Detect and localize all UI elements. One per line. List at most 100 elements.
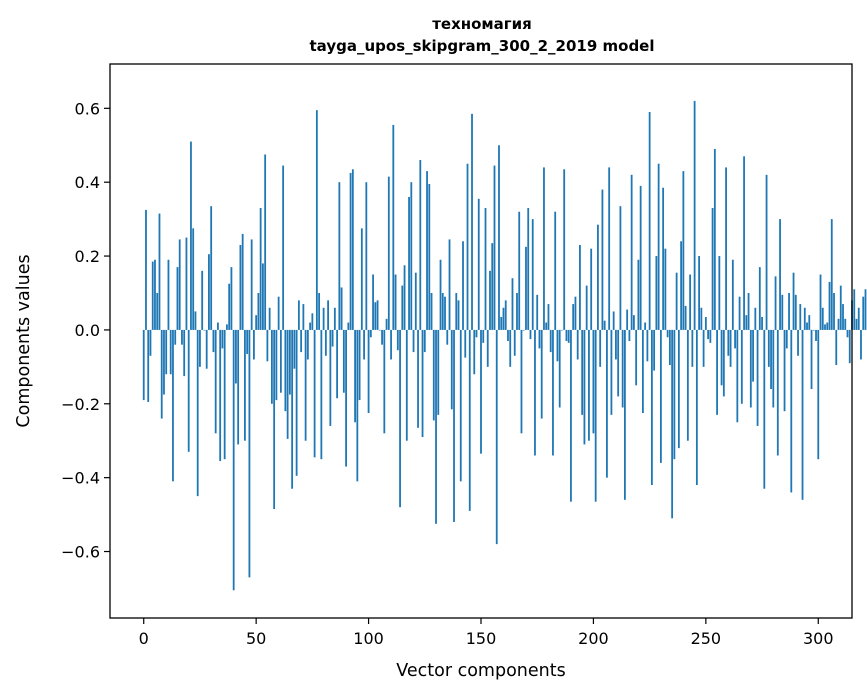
bar-269	[747, 292, 750, 330]
bar-275	[761, 316, 763, 330]
bar-119	[410, 182, 413, 330]
bar-98	[363, 329, 365, 360]
bar-280	[772, 329, 775, 408]
bar-144	[466, 163, 469, 330]
bar-171	[527, 208, 530, 330]
bar-320	[862, 296, 865, 330]
bar-3	[149, 329, 152, 356]
bar-180	[547, 304, 550, 330]
bar-296	[808, 315, 811, 330]
bar-68	[295, 329, 298, 476]
bar-257	[720, 329, 723, 386]
bar-176	[538, 329, 541, 349]
bar-17	[181, 329, 183, 345]
bar-131	[437, 329, 440, 415]
bar-14	[174, 329, 177, 345]
bar-76	[313, 329, 316, 458]
bar-115	[401, 285, 404, 330]
bar-185	[558, 329, 561, 408]
bar-77	[315, 110, 318, 330]
bar-297	[810, 329, 813, 390]
bar-22	[192, 228, 195, 330]
bar-64	[286, 329, 289, 439]
bar-184	[556, 329, 559, 362]
bar-59	[275, 329, 278, 401]
bar-96	[358, 329, 361, 401]
bar-117	[405, 329, 408, 441]
bar-34	[219, 329, 222, 462]
bar-143	[464, 329, 467, 358]
bar-50	[255, 315, 258, 330]
bar-216	[628, 329, 631, 341]
bar-272	[754, 307, 757, 330]
bar-88	[340, 287, 343, 330]
bar-146	[471, 113, 473, 330]
bar-230	[659, 329, 662, 463]
bar-21	[190, 141, 192, 330]
bar-30	[210, 206, 213, 330]
bar-65	[288, 329, 291, 395]
bars-group	[142, 100, 867, 591]
bar-228	[655, 256, 658, 330]
bar-217	[630, 174, 633, 330]
bar-25	[199, 329, 201, 367]
bar-162	[507, 329, 509, 341]
bar-134	[444, 296, 446, 330]
bar-289	[792, 272, 795, 330]
bar-155	[491, 243, 494, 330]
bar-273	[756, 329, 759, 426]
bar-204	[601, 189, 604, 330]
bar-264	[736, 329, 739, 423]
bar-292	[799, 304, 802, 330]
bar-124	[421, 329, 424, 438]
bar-266	[740, 329, 743, 404]
bar-142	[462, 241, 464, 330]
bar-254	[713, 148, 716, 330]
bar-127	[428, 184, 431, 330]
bar-227	[653, 329, 656, 371]
bar-198	[588, 329, 590, 441]
bar-140	[457, 300, 460, 330]
bar-35	[221, 329, 224, 349]
bar-252	[709, 329, 712, 343]
bar-12	[169, 329, 172, 375]
bar-188	[565, 329, 568, 341]
bar-36	[223, 329, 226, 460]
bar-225	[648, 112, 651, 330]
bar-40	[232, 329, 235, 591]
bar-237	[675, 272, 678, 330]
bar-234	[668, 329, 671, 366]
bar-0	[142, 329, 145, 401]
bar-196	[583, 329, 586, 445]
bar-1	[145, 209, 147, 330]
bar-159	[500, 316, 503, 330]
bar-102	[372, 274, 374, 330]
bar-4	[151, 261, 154, 330]
bar-48	[250, 239, 253, 330]
bar-82	[327, 300, 329, 330]
y-axis-label: Components values	[14, 254, 34, 427]
bar-304	[826, 322, 829, 330]
bar-224	[646, 329, 649, 362]
bar-24	[196, 329, 199, 497]
bar-226	[650, 329, 653, 486]
bar-113	[396, 329, 399, 351]
bar-91	[347, 322, 350, 330]
bar-13	[172, 329, 174, 482]
bar-308	[835, 329, 838, 366]
bar-199	[590, 248, 593, 330]
bar-47	[248, 329, 251, 578]
bar-52	[259, 208, 262, 330]
chart-title: техномагия	[432, 15, 532, 33]
bar-201	[594, 329, 597, 502]
bar-245	[693, 100, 696, 330]
bar-139	[455, 292, 458, 330]
bar-141	[459, 329, 462, 482]
bar-105	[378, 329, 381, 331]
bar-187	[563, 169, 566, 330]
bar-306	[830, 219, 833, 330]
y-tick-label: −0.4	[61, 469, 100, 488]
bar-73	[306, 329, 309, 360]
bar-120	[412, 329, 415, 353]
y-tick-label: −0.2	[61, 395, 100, 414]
